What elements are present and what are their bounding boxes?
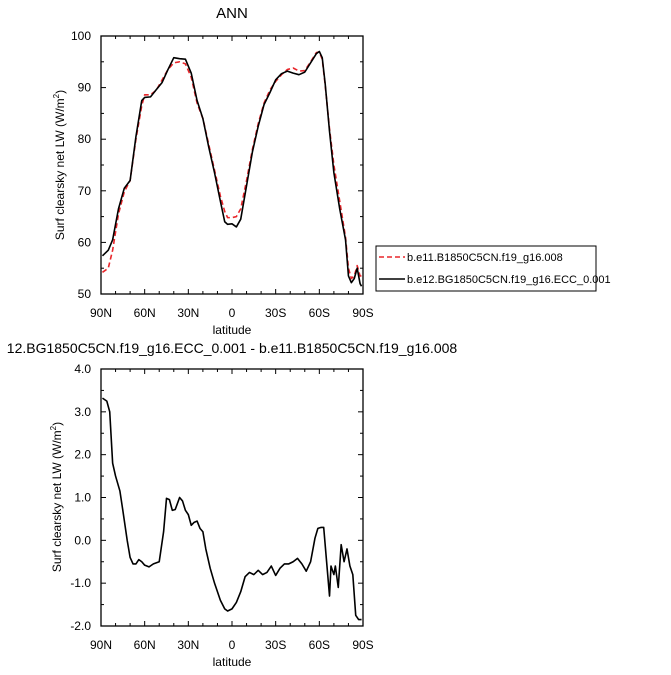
top-chart-x-tick-label: 60N bbox=[134, 306, 156, 320]
top-chart-xlabel: latitude bbox=[213, 323, 252, 337]
bottom-chart-ylabel-sup: 2 bbox=[49, 425, 58, 430]
top-chart-title: ANN bbox=[216, 5, 248, 22]
legend-label-series-1: b.e11.B1850C5CN.f19_g16.008 bbox=[407, 252, 563, 264]
top-chart-ylabel-sup: 2 bbox=[52, 93, 61, 98]
bottom-chart-title: 12.BG1850C5CN.f19_g16.ECC_0.001 - b.e11.… bbox=[7, 340, 458, 356]
top-chart-x-tick-label: 0 bbox=[229, 306, 236, 320]
bottom-chart-y-tick-label: 1.0 bbox=[74, 491, 91, 505]
top-chart-series-layer bbox=[101, 50, 363, 287]
bottom-chart-ylabel-close: ) bbox=[50, 422, 64, 426]
legend: b.e11.B1850C5CN.f19_g16.008 b.e12.BG1850… bbox=[375, 245, 611, 292]
bottom-chart-series-layer bbox=[102, 397, 362, 621]
top-chart-y-tick-label: 100 bbox=[71, 29, 91, 43]
top-chart-y-tick-label: 50 bbox=[78, 287, 92, 301]
top-chart-x-tick-label: 90N bbox=[90, 306, 112, 320]
top-chart-x-tick-label: 30S bbox=[265, 306, 286, 320]
bottom-chart-ticks: 90N 60N 30N 0 30S 60S 90S -2.0 -1.0 0.0 1.0 2.0 3.0 4… bbox=[70, 362, 373, 652]
bottom-chart-series-line-1 bbox=[102, 397, 362, 621]
top-chart-ylabel-close: ) bbox=[53, 90, 67, 94]
bottom-chart-y-tick-label: -2.0 bbox=[70, 619, 91, 633]
bottom-chart-x-tick-label: 60N bbox=[134, 638, 156, 652]
legend-box bbox=[375, 245, 597, 292]
top-chart-series-line-1 bbox=[101, 51, 362, 280]
bottom-chart-plot-frame bbox=[100, 368, 364, 627]
top-chart-ticks: 90N 60N 30N 0 30S 60S 90S 50 60 70 80 90 100 bbox=[71, 29, 374, 320]
bottom-chart-x-tick-label: 0 bbox=[229, 638, 236, 652]
top-chart-y-tick-label: 70 bbox=[78, 184, 92, 198]
bottom-chart-ylabel-base: Surf clearsky net LW (W/m bbox=[50, 430, 64, 572]
bottom-chart-x-tick-label: 90N bbox=[90, 638, 112, 652]
bottom-chart-x-tick-label: 30N bbox=[177, 638, 199, 652]
top-chart-ylabel: Surf clearsky net LW (W/m2) bbox=[52, 90, 67, 240]
top-chart-y-tick-label: 80 bbox=[78, 132, 92, 146]
bottom-chart-y-tick-label: 2.0 bbox=[74, 448, 91, 462]
top-chart-x-tick-label: 60S bbox=[309, 306, 330, 320]
top-chart-y-tick-label: 60 bbox=[78, 235, 92, 249]
bottom-chart-y-tick-label: 3.0 bbox=[74, 405, 91, 419]
bottom-chart-xlabel: latitude bbox=[213, 655, 252, 669]
legend-label-series-2: b.e12.BG1850C5CN.f19_g16.ECC_0.001 bbox=[407, 274, 611, 286]
top-chart-x-tick-label: 30N bbox=[177, 306, 199, 320]
bottom-chart-x-tick-label: 90S bbox=[352, 638, 373, 652]
bottom-chart-x-tick-label: 30S bbox=[265, 638, 286, 652]
top-chart: ANN 90N 60N 30N 0 30S 60S 90S 50 60 70 80 90 100 lat… bbox=[52, 5, 611, 337]
top-chart-y-tick-label: 90 bbox=[78, 81, 92, 95]
bottom-chart: 12.BG1850C5CN.f19_g16.ECC_0.001 - b.e11.… bbox=[7, 340, 458, 669]
bottom-chart-x-tick-label: 60S bbox=[309, 638, 330, 652]
top-chart-series-line-2 bbox=[101, 50, 363, 287]
bottom-chart-y-tick-label: 4.0 bbox=[74, 362, 91, 376]
top-chart-ylabel-base: Surf clearsky net LW (W/m bbox=[53, 98, 67, 240]
bottom-chart-y-tick-label: 0.0 bbox=[74, 533, 91, 547]
top-chart-x-tick-label: 90S bbox=[352, 306, 373, 320]
bottom-chart-y-tick-label: -1.0 bbox=[70, 576, 91, 590]
bottom-chart-ylabel: Surf clearsky net LW (W/m2) bbox=[49, 422, 64, 572]
